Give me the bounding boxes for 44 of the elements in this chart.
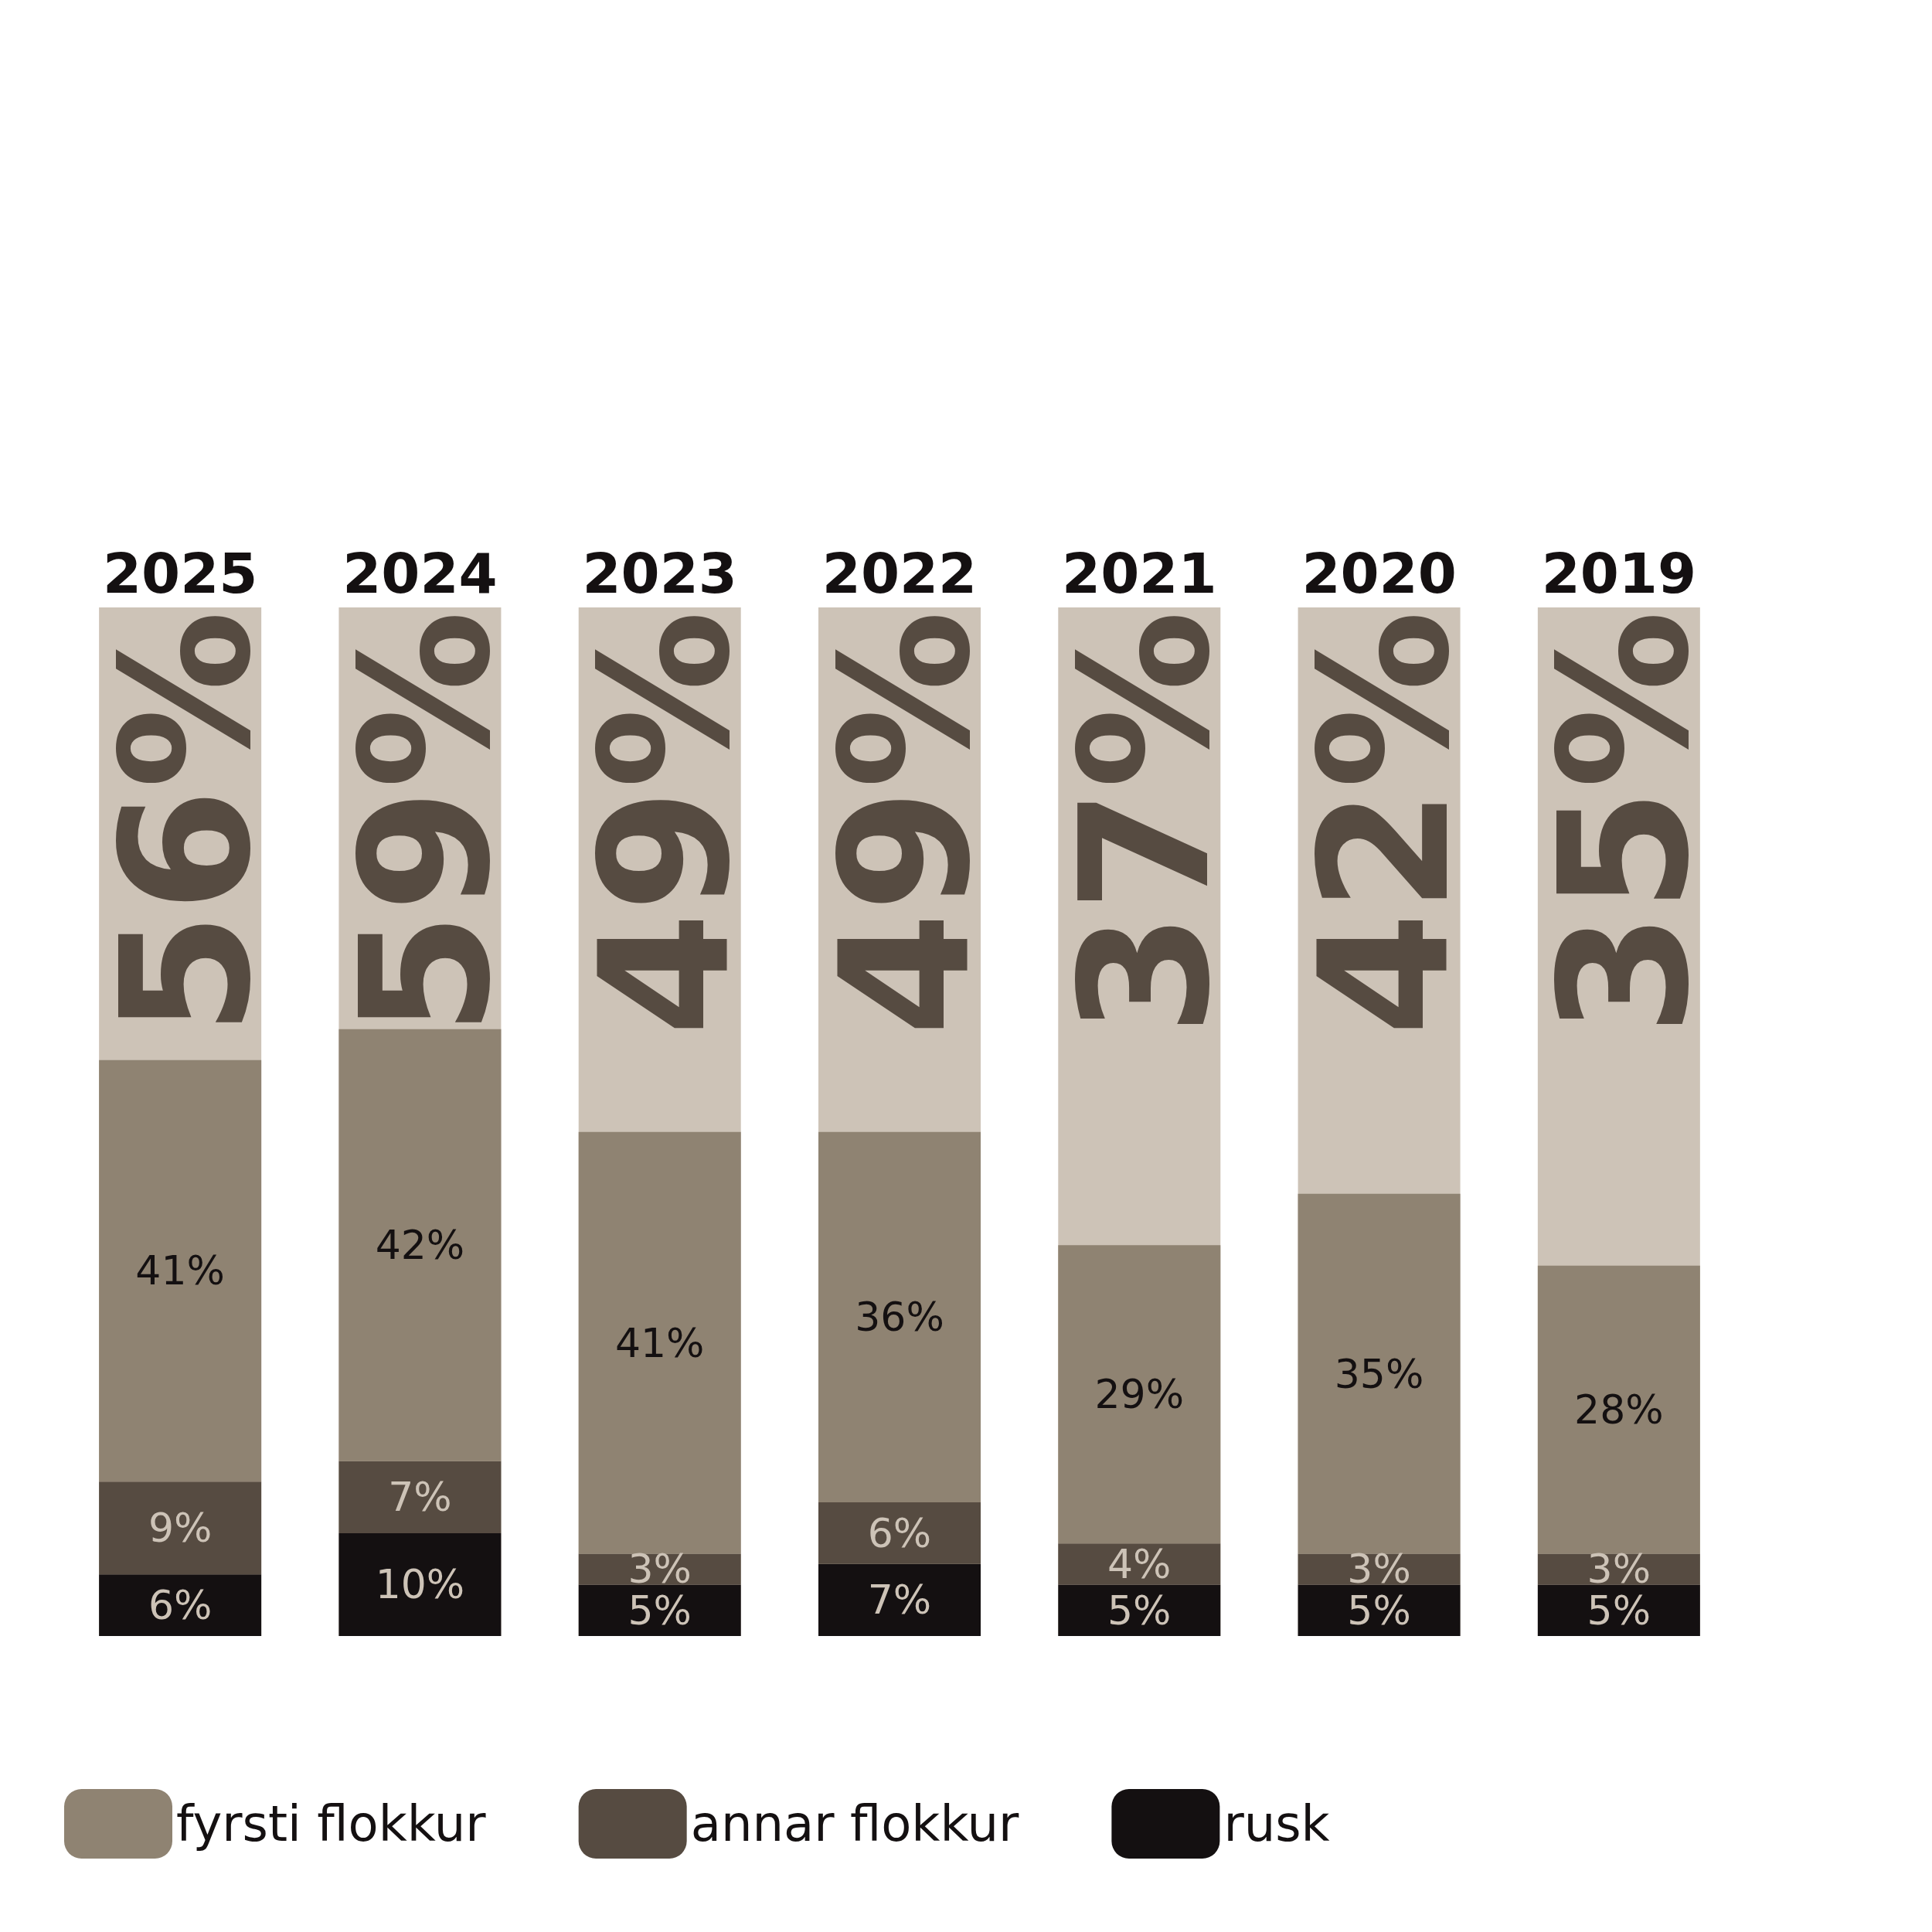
data-label: 42% <box>375 1222 465 1269</box>
bar <box>818 1502 981 1564</box>
legend-label: fyrsti flokkur <box>176 1795 487 1852</box>
bar <box>338 1532 502 1636</box>
data-label: 36% <box>855 1294 944 1341</box>
data-label: 9% <box>148 1505 213 1552</box>
data-label: 6% <box>148 1582 213 1629</box>
bar <box>1537 1265 1700 1554</box>
total-label: 49% <box>563 611 770 1036</box>
x-tick-label: 2019 <box>1541 541 1697 606</box>
bar <box>818 1563 981 1636</box>
data-label: 6% <box>867 1509 932 1556</box>
total-label: 42% <box>1282 611 1489 1036</box>
data-label: 35% <box>1334 1350 1424 1397</box>
data-label: 41% <box>135 1247 225 1294</box>
bar <box>578 1584 741 1636</box>
total-label: 37% <box>1042 611 1249 1036</box>
x-tick-label: 2022 <box>821 541 978 606</box>
x-tick-label: 2025 <box>102 541 258 606</box>
total-label: 56% <box>83 611 290 1036</box>
data-label: 7% <box>867 1577 932 1624</box>
bar <box>1058 1584 1221 1636</box>
data-label: 4% <box>1107 1540 1172 1587</box>
data-label: 10% <box>375 1561 465 1608</box>
data-label: 7% <box>388 1474 452 1521</box>
x-tick-label: 2024 <box>342 541 498 606</box>
x-tick-label: 2021 <box>1062 541 1217 606</box>
data-label: 28% <box>1574 1386 1664 1434</box>
bar <box>1537 1584 1700 1636</box>
x-tick-label: 2023 <box>582 541 737 606</box>
bar <box>1298 1584 1461 1636</box>
data-label: 41% <box>614 1319 705 1366</box>
data-label: 29% <box>1094 1371 1185 1418</box>
data-label: 5% <box>1107 1587 1172 1634</box>
bar <box>338 1461 502 1533</box>
total-label: 35% <box>1522 611 1729 1036</box>
bar <box>99 1481 262 1575</box>
legend-label: annar flokkur <box>690 1795 1020 1852</box>
total-label: 59% <box>322 611 529 1036</box>
bar <box>99 1574 262 1636</box>
total-label: 49% <box>802 611 1009 1036</box>
bar <box>1058 1245 1221 1544</box>
x-tick-label: 2020 <box>1301 541 1457 606</box>
legend-label: rusk <box>1223 1795 1330 1852</box>
